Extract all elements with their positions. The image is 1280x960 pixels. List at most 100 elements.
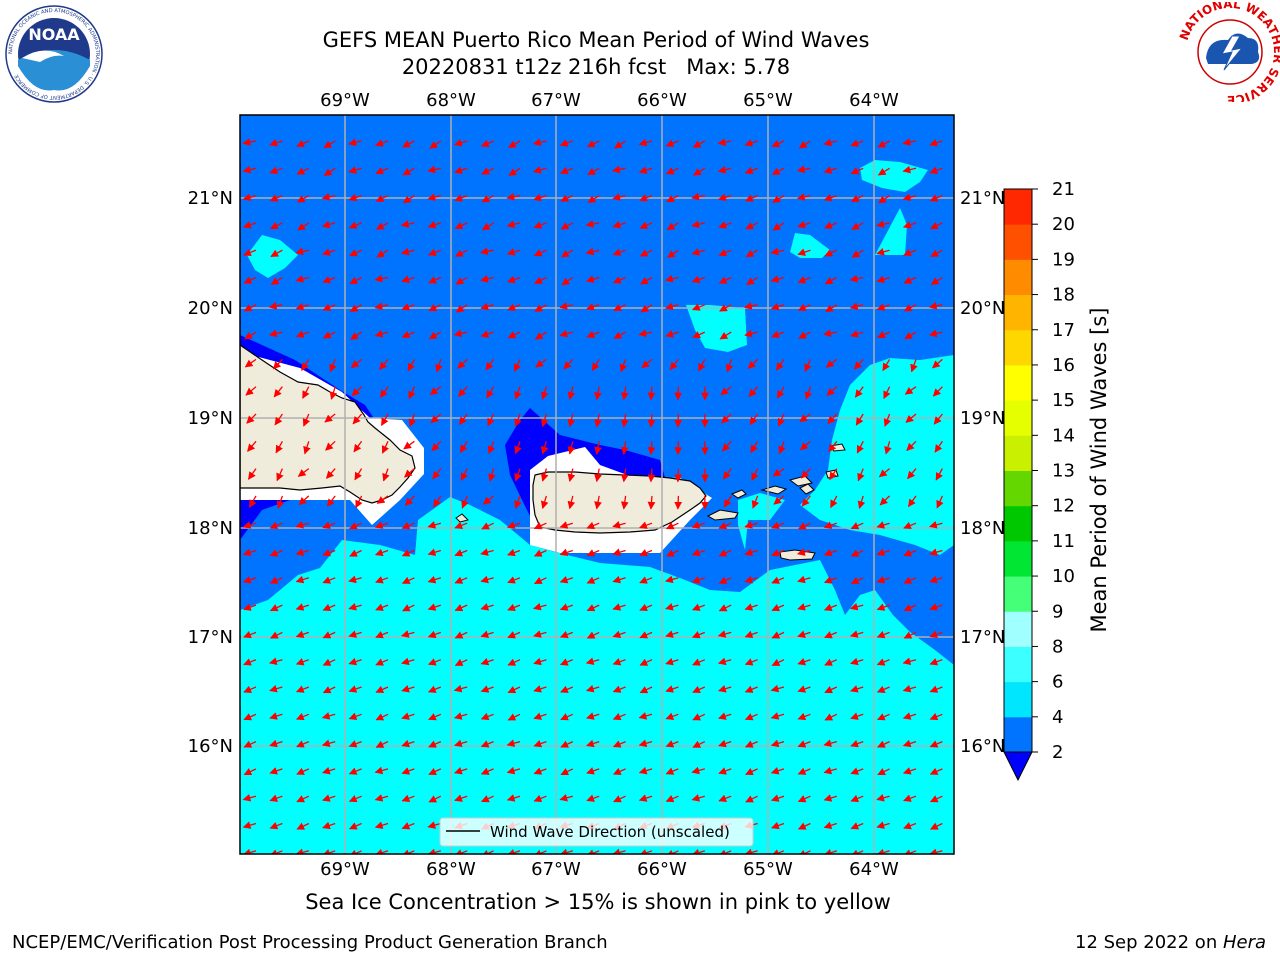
wind-wave-arrow <box>302 413 311 427</box>
wind-wave-arrow <box>297 468 310 477</box>
wind-wave-arrow <box>902 712 917 720</box>
wind-wave-arrow <box>717 165 732 174</box>
wind-wave-arrow <box>771 576 785 584</box>
colorbar-tick-label: 17 <box>1052 320 1075 341</box>
wind-wave-arrow <box>718 221 732 229</box>
wind-wave-arrow <box>907 468 917 480</box>
wind-wave-arrow <box>243 304 257 312</box>
wind-wave-arrow <box>480 247 494 256</box>
wind-wave-arrow <box>929 795 943 803</box>
wind-wave-arrow <box>246 413 257 424</box>
wind-wave-arrow <box>824 631 838 639</box>
period-4-6-patch-6 <box>738 493 785 550</box>
wind-wave-arrow <box>506 521 521 529</box>
wind-wave-arrow <box>849 602 864 611</box>
wind-wave-arrow <box>428 767 442 775</box>
lon-labels-top: 69°W 68°W 67°W 66°W 65°W 64°W <box>320 90 899 111</box>
wind-wave-arrow <box>349 276 362 285</box>
wind-wave-arrow <box>270 276 283 285</box>
wind-wave-arrow <box>612 220 626 229</box>
wind-wave-arrow <box>612 248 626 256</box>
wind-wave-arrow <box>269 794 283 802</box>
wind-wave-arrow <box>929 194 943 202</box>
wind-wave-arrow <box>826 386 838 396</box>
wind-wave-arrow <box>486 386 495 399</box>
wind-wave-arrow <box>321 712 336 720</box>
wind-wave-arrow <box>930 249 943 258</box>
wind-wave-arrow <box>348 712 362 720</box>
wind-wave-arrow <box>296 795 310 803</box>
wind-wave-arrow <box>638 739 653 748</box>
wind-wave-arrow <box>533 630 547 638</box>
wind-wave-arrow <box>798 140 811 149</box>
wind-wave-arrow <box>827 413 838 425</box>
wind-wave-arrow <box>664 274 679 283</box>
wind-wave-arrow <box>905 413 917 423</box>
wind-wave-arrow <box>829 468 838 481</box>
wind-wave-arrow <box>902 684 917 693</box>
wind-wave-arrow <box>247 440 257 452</box>
wind-wave-arrow <box>348 657 362 666</box>
wind-wave-arrow <box>823 849 838 854</box>
wind-wave-arrow <box>379 358 389 370</box>
wind-wave-arrow <box>902 739 917 748</box>
wind-wave-arrow <box>296 167 310 175</box>
wind-wave-arrow <box>514 468 522 482</box>
colorbar-tick-label: 4 <box>1052 707 1063 728</box>
wind-wave-arrow <box>585 275 600 283</box>
wind-wave-arrow <box>929 630 943 639</box>
wind-wave-arrow <box>823 576 838 584</box>
wind-wave-arrow <box>507 603 521 611</box>
wind-wave-arrow <box>906 440 917 452</box>
wind-wave-arrow <box>295 575 309 584</box>
wind-wave-arrow <box>639 849 653 854</box>
wind-wave-arrow <box>612 658 626 666</box>
wind-wave-arrow <box>823 821 837 830</box>
wind-wave-arrow <box>744 329 758 338</box>
wind-wave-arrow <box>771 167 785 175</box>
wind-wave-arrow <box>587 167 600 176</box>
wind-wave-arrow <box>295 548 309 556</box>
wind-wave-arrow <box>647 386 656 401</box>
wind-wave-arrow <box>744 139 758 147</box>
wind-wave-arrow <box>638 329 653 338</box>
wind-wave-arrow <box>480 685 494 693</box>
wind-wave-arrow <box>770 247 785 256</box>
wind-wave-arrow <box>488 468 496 482</box>
colorbar-tick-label: 21 <box>1052 179 1075 200</box>
wind-wave-arrow <box>876 630 890 639</box>
wind-wave-arrow <box>853 358 864 370</box>
wind-wave-arrow <box>324 413 336 423</box>
wind-wave-arrow <box>273 386 283 398</box>
wind-wave-arrow <box>639 249 653 257</box>
wind-wave-arrow <box>567 441 576 455</box>
wind-wave-arrow <box>586 521 600 530</box>
wind-wave-arrow <box>480 302 494 311</box>
wind-wave-arrow <box>692 713 706 721</box>
wind-wave-arrow <box>751 468 759 482</box>
wind-wave-arrow <box>296 139 310 148</box>
wind-wave-arrow <box>850 794 864 803</box>
wind-wave-arrow <box>932 386 943 397</box>
wind-wave-arrow <box>402 167 415 176</box>
wind-wave-arrow <box>507 713 521 721</box>
lon-label-bottom: 69°W <box>320 859 370 880</box>
lat-label-left: 16°N <box>188 736 233 757</box>
wind-wave-arrow <box>823 739 837 747</box>
wind-wave-arrow <box>454 194 468 202</box>
wind-wave-arrow <box>876 303 890 311</box>
wind-wave-arrow <box>322 303 336 311</box>
wind-wave-arrow <box>480 630 494 638</box>
wind-wave-arrow <box>348 685 362 693</box>
wind-wave-arrow <box>638 166 653 174</box>
wind-wave-arrow <box>882 359 891 372</box>
colorbar-swatch <box>1004 716 1032 753</box>
wind-wave-arrow <box>560 194 574 202</box>
wind-wave-arrow <box>535 358 547 368</box>
wind-wave-arrow <box>797 603 811 611</box>
wind-wave-arrow <box>929 740 943 748</box>
wind-wave-arrow <box>401 330 415 339</box>
wind-wave-arrow <box>612 630 626 639</box>
wind-wave-arrow <box>745 795 758 803</box>
wind-wave-arrow <box>245 386 257 396</box>
